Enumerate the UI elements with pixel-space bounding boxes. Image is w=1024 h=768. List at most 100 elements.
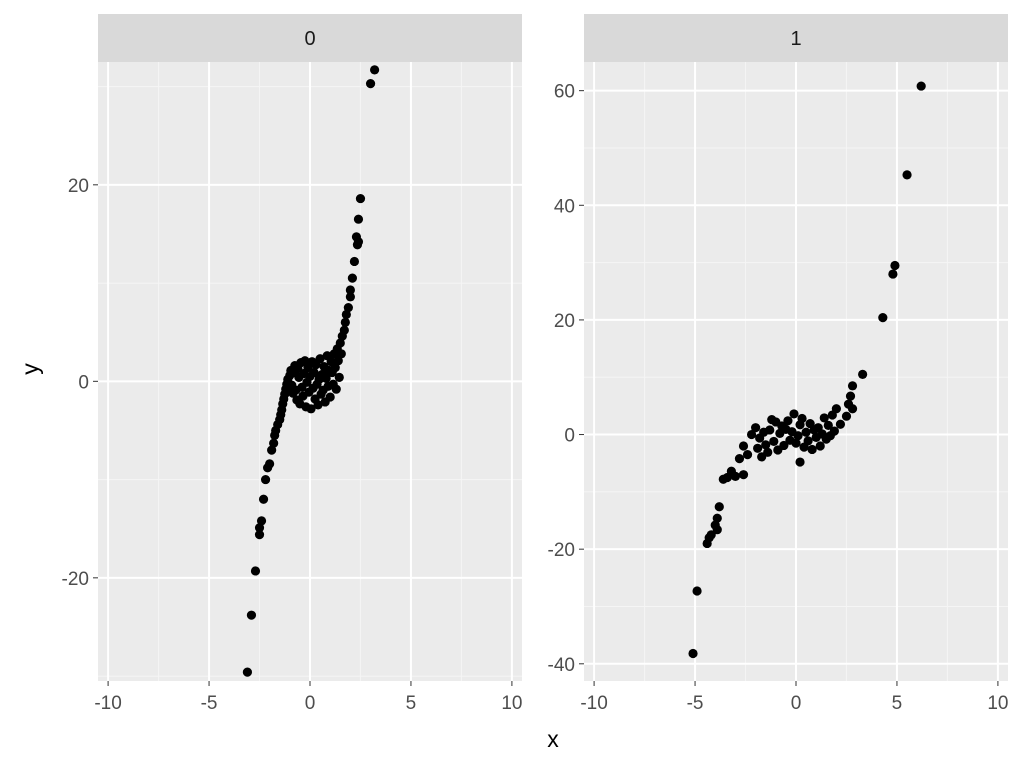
y-tick-label: 40 (554, 196, 575, 217)
x-tick-label: 10 (501, 693, 522, 714)
data-point (258, 494, 269, 504)
x-tick-label: -10 (94, 693, 121, 714)
data-point (347, 273, 357, 283)
data-point (331, 384, 341, 394)
data-point (306, 404, 316, 414)
data-point (349, 256, 360, 267)
data-point (916, 81, 926, 91)
data-point (336, 349, 346, 359)
y-tick-label: 60 (554, 82, 575, 103)
data-point (353, 237, 364, 247)
data-point (265, 459, 275, 469)
data-point (706, 530, 716, 540)
data-point (730, 471, 741, 481)
y-tick-label: 0 (564, 426, 575, 447)
data-point (878, 313, 888, 323)
y-tick-label: -20 (62, 569, 89, 590)
data-point (761, 440, 771, 450)
data-point (313, 400, 323, 410)
data-point (888, 269, 898, 279)
data-point (890, 260, 900, 271)
data-point (260, 474, 271, 485)
data-point (254, 530, 265, 540)
data-point (256, 516, 267, 526)
data-point (343, 303, 353, 313)
data-point (779, 440, 789, 451)
data-point (309, 367, 319, 378)
data-point (325, 392, 335, 402)
data-point (763, 447, 773, 457)
y-tick-label: 20 (68, 176, 89, 197)
facet-panel-0: 0 -10 -5 0 5 10 -20 0 20 (62, 14, 522, 714)
facet-panel-1: 1 -10 -5 0 5 10 -40 -20 0 20 40 60 (548, 14, 1008, 714)
data-point (807, 444, 817, 455)
data-point (242, 667, 253, 677)
data-point (321, 373, 331, 383)
data-point (353, 214, 364, 224)
data-point (734, 454, 745, 464)
data-point (845, 391, 856, 401)
data-point (753, 443, 763, 453)
data-point (334, 372, 344, 382)
data-point (746, 429, 757, 440)
data-point (714, 502, 724, 512)
x-tick-label: -10 (580, 693, 607, 714)
data-point (789, 409, 799, 419)
facet-strip-label: 1 (790, 28, 801, 50)
data-point (300, 356, 310, 366)
data-point (783, 416, 793, 426)
y-tick-label: 20 (554, 311, 575, 332)
data-point (315, 354, 325, 364)
data-point (246, 610, 257, 620)
facet-panels: 0 -10 -5 0 5 10 -20 0 20 1 -10 -5 0 5 10 -40 -20 0 20 40 60 (62, 14, 1008, 714)
data-point (819, 413, 829, 423)
x-tick-label: 0 (305, 693, 316, 714)
data-point (340, 317, 350, 327)
data-point (330, 362, 340, 373)
data-point (847, 404, 858, 414)
data-point (269, 438, 279, 448)
data-point (370, 65, 380, 75)
data-point (829, 426, 839, 436)
data-point (795, 457, 805, 467)
x-tick-label: -5 (687, 693, 704, 714)
data-point (765, 425, 775, 435)
y-tick-label: -40 (548, 655, 575, 676)
x-tick-label: -5 (201, 693, 218, 714)
data-point (835, 419, 846, 429)
data-point (738, 441, 749, 451)
x-tick-label: 10 (987, 693, 1008, 714)
x-tick-label: 5 (406, 693, 417, 714)
y-tick-label: -20 (548, 540, 575, 561)
data-point (742, 450, 753, 460)
data-point (902, 170, 912, 180)
data-point (823, 420, 833, 430)
data-point (841, 411, 852, 421)
data-point (365, 79, 376, 89)
data-point (858, 369, 868, 379)
y-axis-title: y (17, 363, 43, 375)
data-point (803, 436, 813, 446)
data-point (355, 193, 366, 204)
data-point (345, 292, 355, 302)
facet-strip (584, 14, 1008, 62)
data-point (339, 325, 349, 335)
y-tick-label: 0 (78, 372, 89, 393)
data-point (333, 356, 343, 366)
data-point (250, 566, 261, 576)
data-point (345, 285, 355, 295)
facet-strip-label: 0 (304, 28, 315, 50)
data-point (751, 423, 761, 433)
data-point (712, 525, 722, 535)
data-point (692, 586, 702, 596)
data-point (831, 404, 841, 414)
data-point (815, 441, 825, 451)
data-point (791, 438, 801, 448)
x-axis-title: x (547, 726, 559, 752)
facet-strip (98, 14, 522, 62)
x-tick-label: 0 (791, 693, 802, 714)
data-point (847, 381, 858, 391)
data-point (797, 413, 807, 424)
data-point (801, 427, 811, 437)
